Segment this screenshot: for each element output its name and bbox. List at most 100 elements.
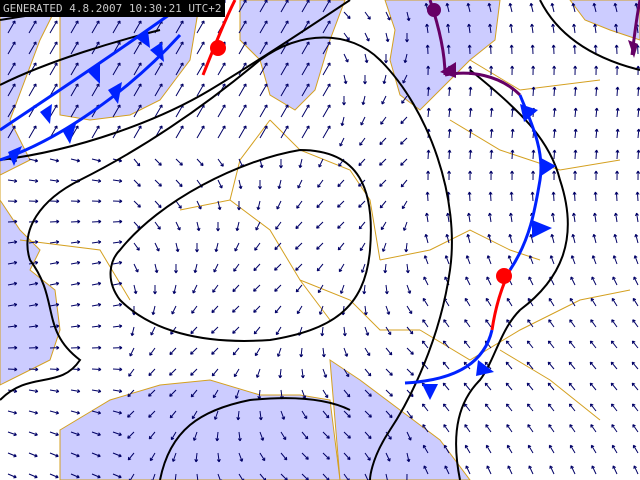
wind-arrow [299, 347, 304, 358]
wind-arrow [613, 233, 618, 244]
wind-arrow [488, 23, 493, 34]
wind-arrow [133, 125, 142, 139]
wind-arrow [169, 368, 177, 376]
wind-arrow [572, 191, 577, 202]
wind-arrow [295, 242, 303, 250]
wind-arrow [592, 2, 597, 13]
wind-arrow [133, 20, 142, 34]
wind-arrow [489, 107, 494, 118]
wind-arrow [552, 128, 557, 139]
wind-arrow [322, 410, 330, 419]
wind-arrow [426, 170, 431, 181]
wind-arrow [316, 242, 324, 250]
wind-arrow [505, 361, 513, 370]
wind-arrow [196, 221, 201, 232]
wind-arrow [591, 276, 597, 286]
wind-arrow [447, 107, 452, 118]
wind-arrow [573, 86, 578, 97]
wind-arrow [49, 410, 60, 415]
wind-arrow [530, 44, 535, 55]
wind-arrow [406, 284, 412, 294]
wind-arrow [425, 212, 429, 223]
wind-arrow [342, 95, 346, 106]
wind-arrow [192, 431, 198, 441]
wind-arrow [468, 107, 473, 118]
wind-arrow [91, 125, 100, 139]
wind-arrow [550, 2, 555, 13]
wind-arrow [527, 319, 534, 328]
wind-arrow [175, 158, 183, 166]
wind-arrow [112, 367, 123, 372]
wind-arrow [594, 86, 599, 97]
wind-arrow [70, 240, 81, 245]
wind-arrow [485, 424, 492, 433]
wind-arrow [509, 191, 514, 202]
wind-arrow [91, 219, 102, 224]
wind-arrow [190, 389, 198, 398]
wind-arrow [445, 233, 450, 244]
wind-arrow [175, 221, 181, 231]
wind-arrow [28, 83, 37, 97]
wind-arrow [466, 233, 471, 244]
wind-arrow [70, 219, 81, 224]
wind-arrow [318, 158, 324, 168]
wind-arrow [379, 158, 387, 166]
wind-arrow [568, 340, 576, 349]
wind-arrow [70, 452, 80, 458]
wind-arrow [531, 170, 536, 181]
wind-arrow [301, 62, 310, 76]
wind-arrow [340, 116, 345, 127]
wind-arrow [112, 62, 121, 76]
wind-arrow [573, 128, 578, 139]
wind-arrow [28, 452, 38, 458]
wind-arrow [91, 367, 102, 372]
wind-arrow [277, 179, 282, 190]
wind-arrow [112, 260, 123, 265]
wind-arrow [217, 200, 222, 211]
wind-arrow [253, 305, 261, 313]
wind-arrow [510, 107, 515, 118]
wind-arrow [343, 53, 349, 63]
wind-arrow [385, 305, 391, 315]
wind-arrow [614, 44, 619, 55]
cold-front-triangle [532, 220, 552, 238]
wind-arrow [421, 403, 429, 412]
wind-arrow [339, 284, 345, 294]
wind-arrow [424, 233, 429, 244]
wind-arrow [489, 65, 494, 76]
wind-arrow [615, 107, 620, 118]
wind-arrow [49, 199, 60, 204]
wind-arrow [547, 403, 555, 412]
wind-arrow [381, 95, 387, 105]
isobar [159, 397, 351, 480]
wind-arrow [149, 347, 156, 356]
wind-arrow [112, 199, 123, 204]
wind-arrow [322, 62, 331, 76]
wind-arrow [589, 382, 597, 391]
isobar [539, 0, 640, 71]
wind-arrow [28, 281, 39, 286]
wind-arrow [508, 2, 513, 13]
wind-arrow [550, 233, 555, 244]
wind-arrow [7, 83, 16, 97]
wind-arrow [280, 0, 289, 13]
wind-arrow [594, 65, 599, 76]
wind-arrow [49, 431, 59, 437]
wind-arrow [279, 158, 283, 169]
wind-arrow [322, 368, 328, 378]
wind-arrow [91, 302, 102, 307]
wind-arrow [594, 149, 599, 160]
wind-arrow [442, 340, 450, 349]
wind-arrow [7, 104, 16, 118]
wind-arrow [133, 242, 140, 251]
wind-arrow [360, 116, 366, 126]
wind-arrow [238, 0, 247, 13]
wind-arrow [633, 465, 639, 475]
wind-arrow [591, 465, 597, 475]
wind-arrow [526, 361, 534, 370]
wind-arrow [274, 242, 282, 251]
wind-arrow [463, 382, 471, 391]
wind-arrow [28, 389, 39, 394]
isobar [0, 0, 351, 161]
